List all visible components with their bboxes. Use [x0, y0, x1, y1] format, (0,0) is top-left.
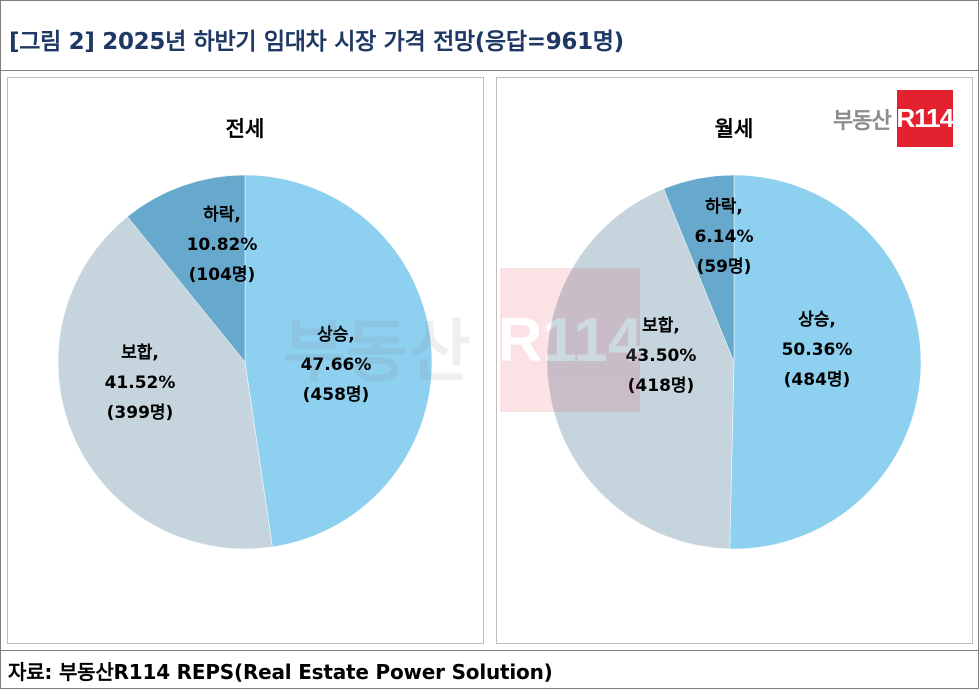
chart-title: 전세 — [226, 117, 265, 141]
pie-slice-0 — [729, 174, 922, 550]
footer-divider — [1, 650, 978, 651]
slice-label-2-line-0: 하락, — [705, 197, 743, 217]
slice-label-2-line-2: (59명) — [697, 257, 752, 277]
slice-label-0-line-0: 상승, — [317, 325, 355, 345]
figure-title: [그림 2] 2025년 하반기 임대차 시장 가격 전망(응답=961명) — [9, 29, 624, 55]
slice-label-2-line-2: (104명) — [189, 265, 256, 285]
slice-label-1-line-2: (418명) — [628, 376, 695, 396]
brand-logo: 부동산 R114 — [833, 90, 954, 147]
pie-slice-1 — [57, 216, 273, 550]
slice-label-2-line-1: 10.82% — [187, 235, 258, 255]
title-divider — [1, 70, 978, 71]
slice-label-0-line-2: (458명) — [303, 385, 370, 405]
slice-label-2-line-1: 6.14% — [695, 227, 754, 247]
slice-label-2-line-0: 하락, — [203, 205, 241, 225]
slice-label-1-line-1: 41.52% — [105, 373, 176, 393]
slice-label-1-line-2: (399명) — [107, 403, 174, 423]
slice-label-0-line-1: 47.66% — [301, 355, 372, 375]
slice-label-0-line-0: 상승, — [798, 310, 836, 330]
slice-label-1-line-1: 43.50% — [626, 346, 697, 366]
slice-label-0-line-1: 50.36% — [782, 340, 853, 360]
pie-slice-0 — [244, 174, 433, 548]
pie-slice-1 — [546, 188, 735, 550]
source-note: 자료: 부동산R114 REPS(Real Estate Power Solut… — [8, 660, 553, 684]
logo-text: 부동산 — [833, 108, 892, 134]
pie-slice-2 — [127, 174, 246, 363]
pie-slice-2 — [663, 174, 735, 363]
chart-title: 월세 — [715, 117, 754, 141]
slice-label-1-line-0: 보합, — [121, 342, 159, 363]
slice-label-1-line-0: 보합, — [642, 315, 680, 336]
slice-label-0-line-2: (484명) — [784, 370, 851, 390]
logo-box: R114 — [896, 90, 954, 147]
